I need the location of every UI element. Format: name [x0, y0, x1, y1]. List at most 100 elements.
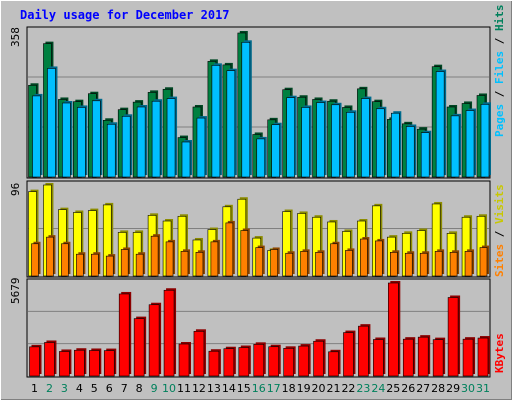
kbytes-bar-day-9 — [148, 302, 162, 377]
hits-max-label: 358 — [9, 27, 22, 47]
files-bar-day-4 — [77, 105, 88, 178]
sites-bar-day-9-face — [150, 235, 159, 277]
sites-bar-day-23-face — [360, 238, 368, 277]
files-bar-day-26 — [405, 124, 417, 178]
sites-bar-day-23 — [360, 237, 370, 277]
files-bar-day-29 — [450, 113, 462, 178]
sites-bar-day-17 — [270, 247, 280, 277]
kbytes-bar-day-10-face — [163, 289, 175, 377]
kbytes-bar-day-15-face — [238, 347, 250, 377]
kbytes-bar-day-7 — [118, 291, 132, 377]
sites-bar-day-14 — [225, 220, 235, 277]
day-label-23: 23 — [356, 382, 370, 395]
visits-axis-label: Sites / Visits — [493, 184, 506, 277]
kbytes-bar-day-30-face — [462, 338, 474, 377]
files-bar-day-18 — [286, 95, 297, 178]
sites-bar-day-6-face — [105, 255, 114, 277]
day-label-24: 24 — [371, 382, 385, 395]
kbytes-bar-day-19 — [298, 344, 311, 377]
sites-bar-day-16 — [255, 245, 265, 277]
day-label-7: 7 — [121, 382, 128, 395]
kbytes-bar-day-27-face — [417, 336, 429, 377]
kbytes-bar-day-3 — [59, 349, 72, 377]
sites-bar-day-9 — [150, 234, 161, 277]
sites-bar-day-24-face — [375, 240, 383, 277]
files-bar-day-2 — [47, 66, 58, 178]
sites-bar-day-5-face — [91, 253, 99, 277]
files-bar-day-5 — [92, 98, 103, 178]
pages-files-separator: / — [493, 84, 506, 104]
day-label-9: 9 — [151, 382, 158, 395]
visits-label-text: Visits — [493, 184, 506, 224]
files-bar-day-1 — [32, 93, 43, 178]
kbytes-bar-day-25-face — [387, 282, 399, 377]
kbytes-bar-day-15 — [238, 345, 251, 377]
files-bar-day-15-face — [241, 42, 251, 178]
files-bar-day-24 — [376, 106, 387, 178]
hits-label-text: Hits — [493, 5, 506, 32]
files-bar-day-20-face — [316, 102, 325, 178]
kbytes-bar-day-12-face — [193, 330, 205, 377]
sites-bar-day-15 — [240, 228, 250, 277]
sites-bar-day-28-face — [434, 251, 443, 277]
kbytes-bar-day-4 — [74, 348, 87, 377]
files-label-text: Files — [493, 51, 506, 84]
kbytes-bar-day-29 — [447, 295, 461, 377]
day-axis-labels: 1 2 3 4 5 6 7 8 9 10 11 12 13 14 15 16 17 18 19 20 21 22 23 24 2… — [31, 382, 490, 395]
sites-bar-day-2-face — [46, 236, 54, 277]
kbytes-bar-day-18 — [283, 346, 296, 377]
kbytes-bar-day-13 — [208, 349, 221, 377]
kbytes-bar-day-25 — [387, 281, 401, 377]
day-label-30: 30 — [461, 382, 475, 395]
kbytes-bar-day-28-face — [432, 339, 444, 377]
files-bar-day-16 — [256, 136, 267, 178]
files-bar-day-28 — [435, 69, 447, 178]
files-bar-day-30 — [465, 108, 477, 178]
kbytes-bar-day-11-face — [178, 343, 190, 377]
day-label-31: 31 — [476, 382, 490, 395]
files-bar-day-4-face — [77, 107, 86, 178]
sites-bar-day-18-face — [285, 252, 293, 277]
kbytes-bar-day-14 — [223, 346, 236, 377]
sites-bar-day-1 — [31, 241, 41, 277]
kbytes-bar-day-24-face — [373, 339, 384, 377]
hits-files-pages-panel — [26, 26, 491, 179]
sites-visits-separator: / — [493, 224, 506, 244]
sites-bar-day-11-face — [180, 251, 189, 277]
files-bar-day-19-face — [301, 107, 310, 178]
kbytes-max-label: 5679 — [9, 278, 22, 305]
sites-bar-day-17-face — [270, 249, 279, 277]
day-label-2: 2 — [46, 382, 53, 395]
files-bar-day-22 — [346, 110, 357, 178]
files-bar-day-21 — [331, 102, 342, 178]
sites-bar-day-25 — [389, 250, 400, 277]
files-bar-day-8 — [136, 104, 148, 178]
sites-bar-day-10 — [165, 239, 176, 277]
kbytes-bar-day-12 — [193, 329, 206, 377]
files-bar-day-10-face — [166, 98, 176, 178]
kbytes-bar-day-5 — [89, 348, 102, 377]
day-label-22: 22 — [341, 382, 355, 395]
files-hits-separator: / — [493, 31, 506, 51]
day-label-18: 18 — [282, 382, 296, 395]
sites-bar-day-29 — [449, 250, 460, 277]
sites-bar-day-29-face — [449, 252, 458, 277]
files-bar-day-27-face — [420, 132, 430, 178]
files-bar-day-7 — [121, 114, 133, 178]
files-bar-day-11 — [181, 139, 192, 178]
files-bar-day-10 — [166, 96, 178, 178]
day-label-29: 29 — [446, 382, 460, 395]
kbytes-bar-day-23 — [358, 324, 371, 377]
sites-bar-day-12 — [195, 250, 205, 277]
sites-bar-day-5 — [91, 252, 101, 277]
day-label-5: 5 — [91, 382, 98, 395]
day-label-15: 15 — [237, 382, 251, 395]
files-bar-day-31 — [480, 102, 491, 178]
files-bar-day-24-face — [376, 108, 385, 178]
files-bar-day-17 — [271, 122, 282, 178]
files-bar-day-19 — [301, 105, 312, 178]
day-label-3: 3 — [61, 382, 68, 395]
kbytes-bar-day-13-face — [208, 350, 220, 377]
files-bar-day-9-face — [151, 100, 161, 178]
day-label-26: 26 — [401, 382, 415, 395]
